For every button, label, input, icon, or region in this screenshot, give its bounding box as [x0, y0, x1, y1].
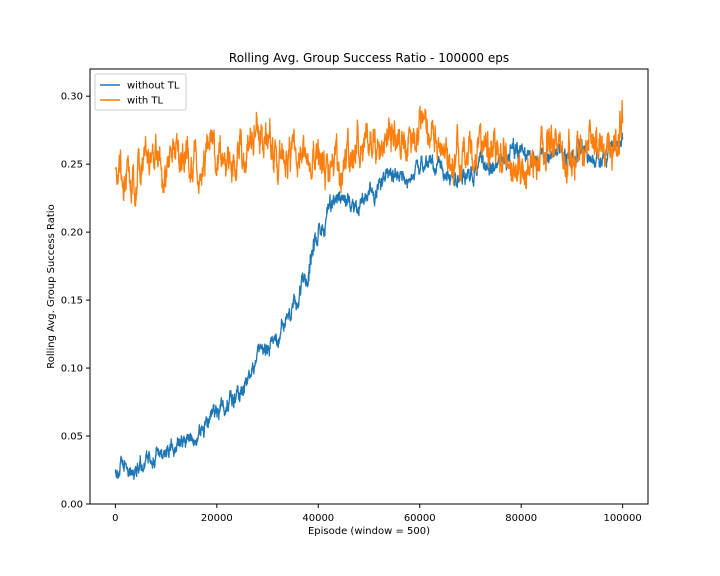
x-tick-label: 0	[112, 513, 118, 524]
x-tick-label: 40000	[302, 513, 334, 524]
legend: without TL with TL	[94, 73, 187, 111]
y-tick-label: 0.00	[61, 500, 83, 511]
x-tick-label: 100000	[604, 513, 642, 524]
plot-area	[90, 69, 648, 504]
series-lines	[114, 99, 624, 480]
x-tick-label: 20000	[201, 513, 233, 524]
y-axis: 0.00 0.05 0.10 0.15 0.20 0.25 0.30	[61, 92, 90, 511]
series-line-with-tl	[114, 99, 624, 207]
y-tick-label: 0.25	[61, 160, 83, 171]
legend-box	[94, 73, 187, 111]
chart-title: Rolling Avg. Group Success Ratio - 10000…	[229, 51, 509, 65]
x-tick-label: 80000	[505, 513, 537, 524]
x-axis-label: Episode (window = 500)	[308, 526, 430, 537]
y-tick-label: 0.10	[61, 364, 83, 375]
legend-label: with TL	[127, 96, 164, 107]
y-axis-label: Rolling Avg. Group Success Ratio	[46, 204, 57, 368]
legend-label: without TL	[127, 81, 180, 92]
y-tick-label: 0.15	[61, 296, 83, 307]
x-axis: 0 20000 40000 60000 80000 100000	[112, 504, 642, 524]
series-line-without-tl	[114, 132, 624, 480]
x-tick-label: 60000	[404, 513, 436, 524]
y-tick-label: 0.05	[61, 432, 83, 443]
plot-frame	[89, 68, 649, 505]
y-tick-label: 0.30	[61, 92, 83, 103]
y-tick-label: 0.20	[61, 228, 83, 239]
